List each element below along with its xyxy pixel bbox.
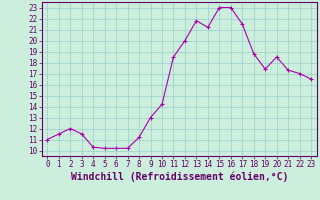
X-axis label: Windchill (Refroidissement éolien,°C): Windchill (Refroidissement éolien,°C) (70, 172, 288, 182)
